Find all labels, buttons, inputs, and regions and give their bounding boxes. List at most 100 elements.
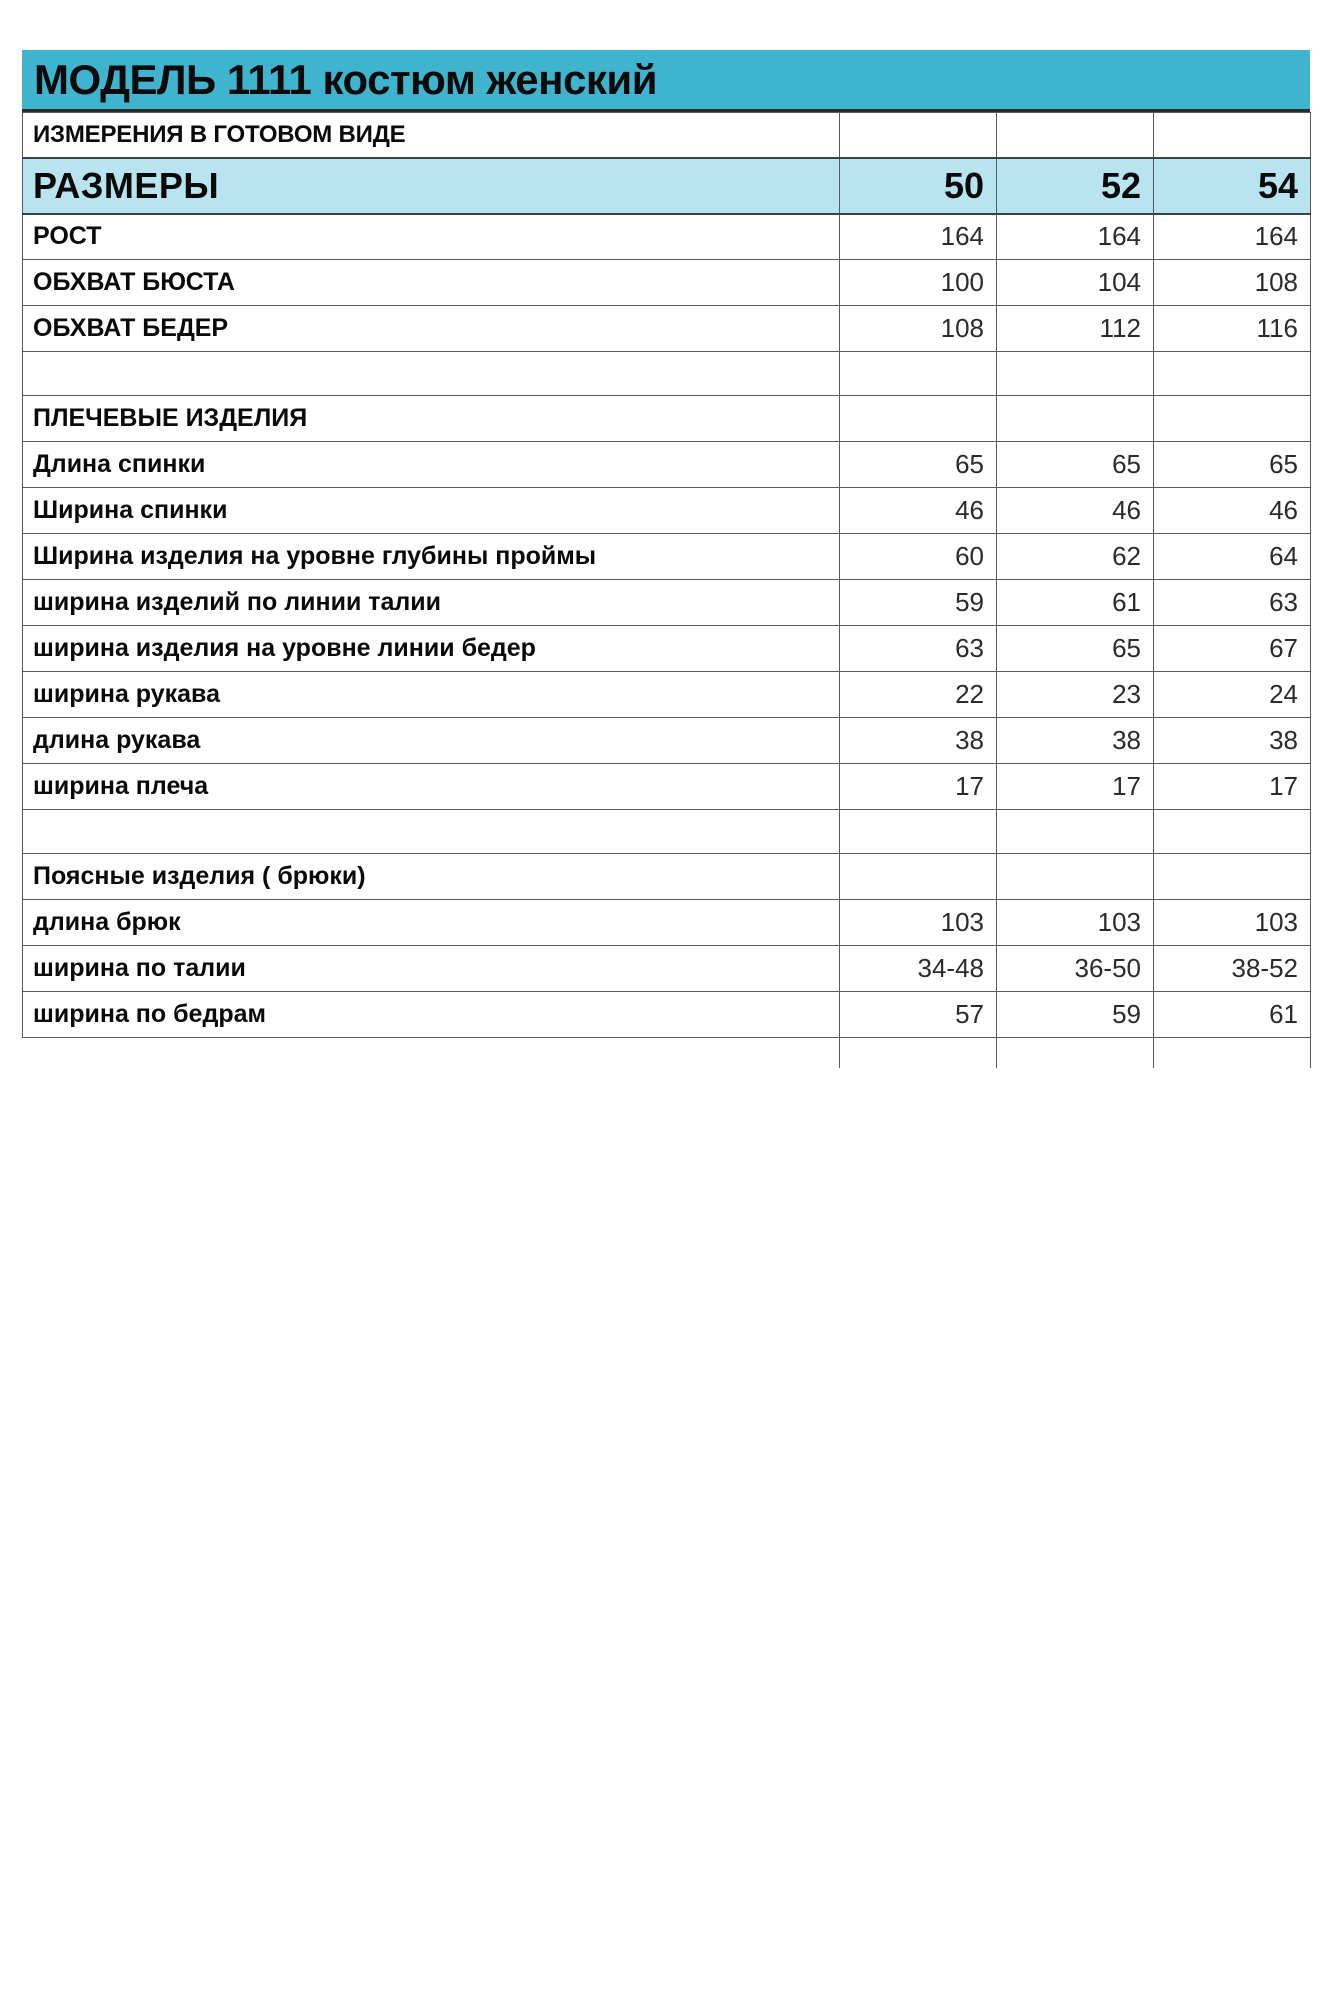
row-value-size-2: 65 <box>996 625 1154 672</box>
row-label: ПЛЕЧЕВЫЕ ИЗДЕЛИЯ <box>22 395 840 442</box>
row-label: Ширина изделия на уровне глубины проймы <box>22 533 840 580</box>
row-value-size-3: 38 <box>1153 717 1311 764</box>
row-label: ширина рукава <box>22 671 840 718</box>
row-value-size-1: 59 <box>839 579 997 626</box>
table-row <box>22 351 1311 396</box>
row-value-size-2: 112 <box>996 305 1154 352</box>
table-row: ОБХВАТ БЕДЕР 108 112 116 <box>22 305 1311 352</box>
row-label: ОБХВАТ БЮСТА <box>22 259 840 306</box>
subtitle-blank-cell-1 <box>839 112 997 158</box>
table-row-subtitle: ИЗМЕРЕНИЯ В ГОТОВОМ ВИДЕ <box>22 112 1311 158</box>
row-label: Поясные изделия ( брюки) <box>22 853 840 900</box>
row-value-size-1: 100 <box>839 259 997 306</box>
row-value-size-3: 64 <box>1153 533 1311 580</box>
sheet-title-band: МОДЕЛЬ 1111 костюм женский <box>22 50 1310 112</box>
table-row: РОСТ 164 164 164 <box>22 213 1311 260</box>
row-value-size-3: 61 <box>1153 991 1311 1038</box>
row-value-size-3: 63 <box>1153 579 1311 626</box>
row-value-size-2 <box>996 351 1154 396</box>
page-title: МОДЕЛЬ 1111 костюм женский <box>34 55 658 103</box>
row-value-size-3 <box>1153 395 1311 442</box>
row-value-size-2 <box>996 853 1154 900</box>
row-label: ширина изделия на уровне линии бедер <box>22 625 840 672</box>
row-value-size-2: 36-50 <box>996 945 1154 992</box>
row-value-size-1: 38 <box>839 717 997 764</box>
table-row: ОБХВАТ БЮСТА 100 104 108 <box>22 259 1311 306</box>
row-value-size-2 <box>996 1037 1154 1068</box>
table-row: длина рукава 38 38 38 <box>22 717 1311 764</box>
table-row: Длина спинки 65 65 65 <box>22 441 1311 488</box>
row-value-size-3: 108 <box>1153 259 1311 306</box>
row-value-size-3: 38-52 <box>1153 945 1311 992</box>
row-label: ширина изделий по линии талии <box>22 579 840 626</box>
row-value-size-3 <box>1153 853 1311 900</box>
row-value-size-1: 17 <box>839 763 997 810</box>
row-label: Ширина спинки <box>22 487 840 534</box>
table-row: длина брюк 103 103 103 <box>22 899 1311 946</box>
table-row: ширина рукава 22 23 24 <box>22 671 1311 718</box>
row-value-size-3: 17 <box>1153 763 1311 810</box>
row-value-size-2 <box>996 809 1154 854</box>
sizes-header-label: РАЗМЕРЫ <box>22 156 840 215</box>
row-value-size-2: 59 <box>996 991 1154 1038</box>
table-row <box>22 1037 1311 1068</box>
row-value-size-2: 104 <box>996 259 1154 306</box>
table-row: ширина по бедрам 57 59 61 <box>22 991 1311 1038</box>
measurements-subtitle: ИЗМЕРЕНИЯ В ГОТОВОМ ВИДЕ <box>22 112 840 158</box>
row-value-size-2: 103 <box>996 899 1154 946</box>
row-value-size-2: 23 <box>996 671 1154 718</box>
row-value-size-2 <box>996 395 1154 442</box>
table-row: ПЛЕЧЕВЫЕ ИЗДЕЛИЯ <box>22 395 1311 442</box>
table-row: ширина плеча 17 17 17 <box>22 763 1311 810</box>
subtitle-blank-cell-3 <box>1153 112 1311 158</box>
row-value-size-1: 63 <box>839 625 997 672</box>
row-value-size-3: 65 <box>1153 441 1311 488</box>
row-value-size-3: 103 <box>1153 899 1311 946</box>
row-value-size-1 <box>839 809 997 854</box>
row-value-size-2: 65 <box>996 441 1154 488</box>
row-value-size-3: 24 <box>1153 671 1311 718</box>
table-row: Ширина спинки 46 46 46 <box>22 487 1311 534</box>
row-value-size-1: 46 <box>839 487 997 534</box>
subtitle-blank-cell-2 <box>996 112 1154 158</box>
table-row <box>22 809 1311 854</box>
row-value-size-3 <box>1153 809 1311 854</box>
row-value-size-2: 164 <box>996 213 1154 260</box>
table-row: ширина изделий по линии талии 59 61 63 <box>22 579 1311 626</box>
row-value-size-3 <box>1153 1037 1311 1068</box>
table-row: ширина по талии 34-48 36-50 38-52 <box>22 945 1311 992</box>
row-value-size-3: 116 <box>1153 305 1311 352</box>
row-value-size-1 <box>839 1037 997 1068</box>
row-value-size-3: 46 <box>1153 487 1311 534</box>
row-label: ширина по бедрам <box>22 991 840 1038</box>
row-label: ширина плеча <box>22 763 840 810</box>
row-value-size-1: 164 <box>839 213 997 260</box>
row-value-size-2: 17 <box>996 763 1154 810</box>
row-label: ширина по талии <box>22 945 840 992</box>
row-value-size-1: 60 <box>839 533 997 580</box>
measurements-table-body: ИЗМЕРЕНИЯ В ГОТОВОМ ВИДЕ РАЗМЕРЫ 50 52 5… <box>22 112 1311 1068</box>
row-label: ОБХВАТ БЕДЕР <box>22 305 840 352</box>
row-value-size-1: 34-48 <box>839 945 997 992</box>
size-column-header-3: 54 <box>1153 156 1311 215</box>
row-value-size-1: 65 <box>839 441 997 488</box>
row-label: длина рукава <box>22 717 840 764</box>
row-value-size-1 <box>839 853 997 900</box>
row-value-size-1: 103 <box>839 899 997 946</box>
row-value-size-2: 62 <box>996 533 1154 580</box>
row-value-size-2: 46 <box>996 487 1154 534</box>
row-label <box>22 351 840 396</box>
row-value-size-1: 108 <box>839 305 997 352</box>
row-label <box>22 1037 840 1068</box>
table-row-sizes-header: РАЗМЕРЫ 50 52 54 <box>22 156 1311 215</box>
row-value-size-1 <box>839 395 997 442</box>
measurement-sheet: МОДЕЛЬ 1111 костюм женский ИЗМЕРЕНИЯ В Г… <box>22 50 1311 1068</box>
size-column-header-2: 52 <box>996 156 1154 215</box>
row-label: длина брюк <box>22 899 840 946</box>
table-row: Ширина изделия на уровне глубины проймы 6… <box>22 533 1311 580</box>
row-value-size-1: 22 <box>839 671 997 718</box>
row-value-size-3: 67 <box>1153 625 1311 672</box>
table-row: ширина изделия на уровне линии бедер 63 65… <box>22 625 1311 672</box>
row-value-size-2: 38 <box>996 717 1154 764</box>
row-value-size-1: 57 <box>839 991 997 1038</box>
